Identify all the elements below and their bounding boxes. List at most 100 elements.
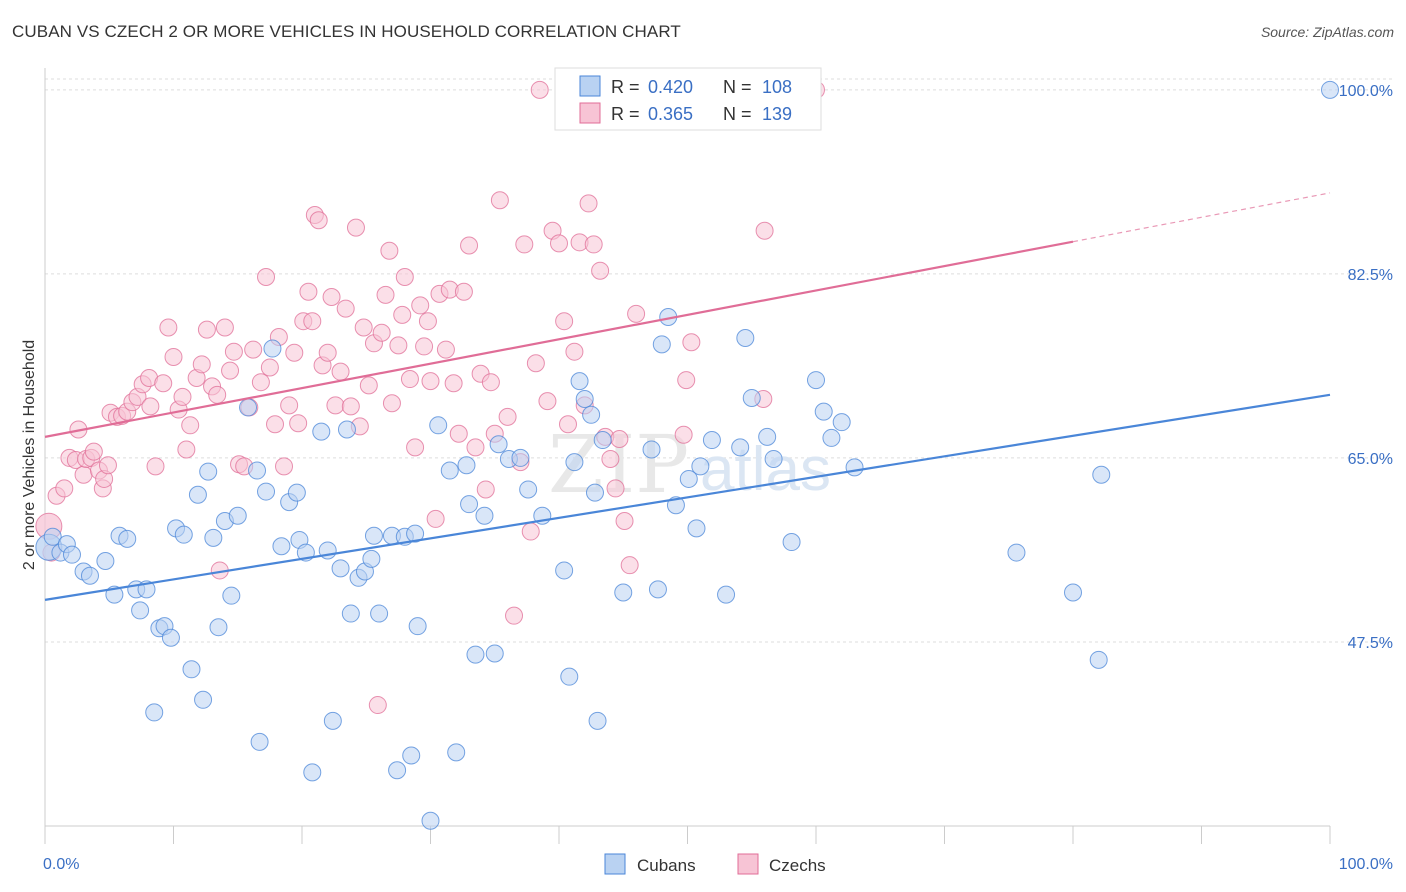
cubans-point: [370, 604, 389, 623]
czechs-point: [372, 323, 391, 342]
cubans-point: [702, 431, 721, 450]
cubans-point: [406, 524, 425, 543]
czechs-point: [400, 370, 419, 389]
czechs-point: [341, 397, 360, 416]
cubans-point: [337, 420, 356, 439]
series-legend: Cubans Czechs: [604, 853, 826, 875]
cubans-point: [1007, 543, 1026, 562]
cubans-point: [511, 448, 530, 467]
czechs-point: [382, 394, 401, 413]
trend-lines: [44, 192, 1331, 601]
czechs-point: [526, 354, 545, 373]
cubans-point: [263, 339, 282, 358]
czechs-point: [346, 218, 365, 237]
y-tick-label-1: 65.0%: [1348, 451, 1393, 468]
cubans-point: [272, 537, 291, 556]
czechs-point: [280, 396, 299, 415]
czechs-point: [368, 696, 387, 715]
czechs-point: [421, 372, 440, 391]
legend-r-value-czechs: 0.365: [648, 104, 693, 124]
cubans-point: [429, 416, 448, 435]
czechs-point: [406, 438, 425, 457]
cubans-point: [408, 617, 427, 636]
czechs-point: [627, 304, 646, 323]
cubans-point: [731, 438, 750, 457]
stats-legend: R = 0.420 N = 108 R = 0.365 N = 139: [554, 67, 822, 131]
cubans-point: [421, 811, 440, 830]
cubans-point: [174, 525, 193, 544]
czechs-point: [299, 282, 318, 301]
axes: [44, 68, 1331, 844]
cubans-point: [209, 618, 228, 637]
czechs-point: [55, 479, 74, 498]
czechs-point: [181, 416, 200, 435]
czechs-point: [303, 312, 322, 331]
czechs-point: [84, 442, 103, 461]
czechs-point: [454, 282, 473, 301]
x-tick-label-0: 0.0%: [43, 856, 79, 873]
cubans-point: [652, 335, 671, 354]
czechs-point: [418, 312, 437, 331]
czechs-point: [208, 385, 227, 404]
cubans-point: [257, 482, 276, 501]
cubans-point: [614, 583, 633, 602]
czechs-point: [449, 424, 468, 443]
czechs-point: [221, 361, 240, 380]
czechs-point: [393, 305, 412, 324]
czechs-point: [251, 373, 270, 392]
cubans-point: [204, 528, 223, 547]
y-tick-label-2: 82.5%: [1348, 267, 1393, 284]
cubans-point: [457, 456, 476, 475]
legend-n-label-cubans: N =: [723, 77, 752, 97]
cubans-point: [80, 566, 99, 585]
czechs-point: [682, 333, 701, 352]
czechs-point: [610, 429, 629, 448]
czechs-point: [98, 456, 117, 475]
czechs-point: [289, 414, 308, 433]
cubans-point: [642, 440, 661, 459]
cubans-point: [43, 527, 62, 546]
czechs-point: [558, 415, 577, 434]
cubans-point: [118, 529, 137, 548]
cubans-point: [323, 711, 342, 730]
czechs-point: [154, 374, 173, 393]
cubans-point: [691, 457, 710, 476]
czechs-point: [530, 80, 549, 99]
cubans-point: [331, 559, 350, 578]
source-label: Source: ZipAtlas.com: [1260, 24, 1394, 40]
czechs-point: [354, 318, 373, 337]
czechs-trend-extension: [1072, 192, 1331, 243]
czechs-point: [490, 191, 509, 210]
cubans-point: [250, 732, 269, 751]
czechs-point: [244, 340, 263, 359]
legend-swatch-cubans: [579, 75, 601, 97]
cubans-point: [312, 422, 331, 441]
cubans-point: [648, 580, 667, 599]
cubans-point: [687, 519, 706, 538]
cubans-point: [364, 526, 383, 545]
czechs-point: [615, 512, 634, 531]
cubans-point: [555, 561, 574, 580]
czechs-point: [159, 318, 178, 337]
chart-title: CUBAN VS CZECH 2 OR MORE VEHICLES IN HOU…: [12, 22, 681, 41]
czechs-point: [376, 285, 395, 304]
czechs-point: [173, 387, 192, 406]
czechs-point: [215, 318, 234, 337]
czechs-point: [380, 241, 399, 260]
cubans-point: [585, 483, 604, 502]
czechs-point: [476, 480, 495, 499]
cubans-point: [742, 388, 761, 407]
cubans-point: [1321, 80, 1339, 99]
czechs-point: [197, 320, 216, 339]
cubans-point: [764, 449, 783, 468]
czechs-point: [411, 296, 430, 315]
czechs-point: [177, 440, 196, 459]
czechs-point: [309, 211, 328, 230]
x-tick-label-1: 100.0%: [1339, 856, 1393, 873]
czechs-point: [275, 457, 294, 476]
czechs-point: [322, 288, 341, 307]
bottom-legend-swatch-czechs: [737, 853, 759, 875]
czechs-point: [481, 373, 500, 392]
czechs-point: [260, 358, 279, 377]
czechs-point: [555, 312, 574, 331]
